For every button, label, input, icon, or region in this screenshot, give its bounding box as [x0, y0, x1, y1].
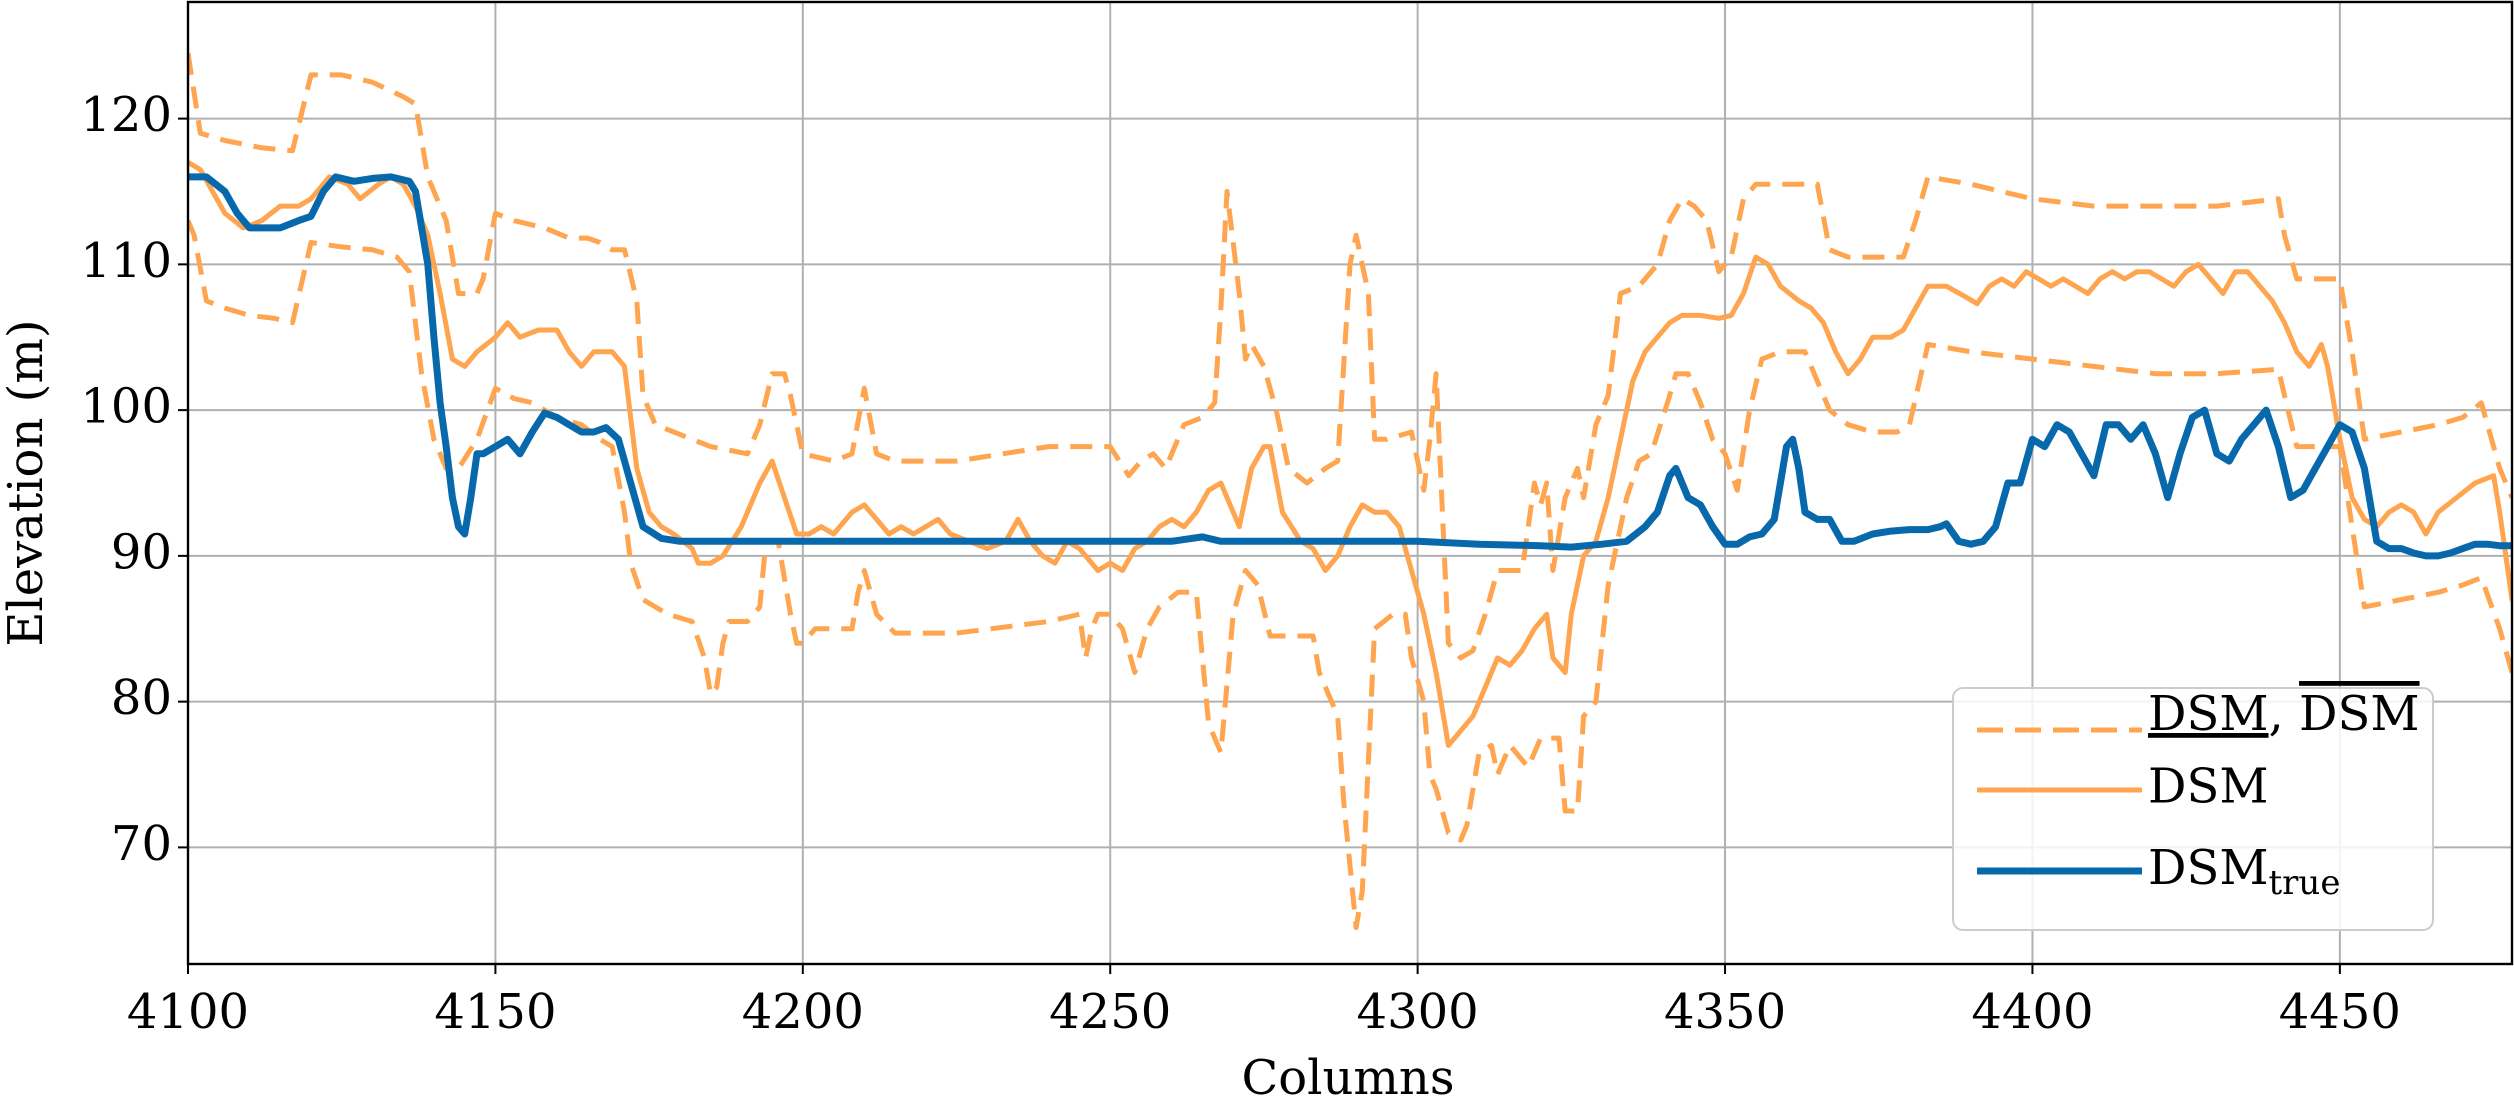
- series-dsm-true: [188, 173, 2512, 560]
- series-lines: [188, 52, 2512, 931]
- x-tick-label: 4450: [2279, 984, 2401, 1040]
- legend-label-sep: ,: [2269, 686, 2300, 742]
- y-tick-label: 100: [80, 379, 172, 435]
- legend-label-bounds: DSM, DSM: [2148, 686, 2420, 742]
- x-tick-label: 4200: [742, 984, 864, 1040]
- plot-frame: [186, 0, 2514, 966]
- legend-label-dsm-true-sub: true: [2269, 863, 2341, 903]
- x-tick-label: 4100: [127, 984, 249, 1040]
- x-tick-label: 4250: [1049, 984, 1171, 1040]
- x-tick-label: 4300: [1357, 984, 1479, 1040]
- axis-ticks: 4100 4150 4200 4250 4300 4350 4400 4450 70 80 90 10…: [80, 87, 2401, 1040]
- series-dsm: [188, 159, 2512, 748]
- y-tick-label: 90: [111, 524, 172, 580]
- legend-label-dsm-true-main: DSM: [2148, 840, 2269, 896]
- legend: DSM, DSM DSM DSMtrue: [1952, 686, 2434, 931]
- y-axis-title: Elevation (m): [0, 319, 54, 646]
- y-tick-label: 80: [111, 670, 172, 726]
- series-bound-lower: [188, 219, 2512, 931]
- y-tick-label: 70: [111, 816, 172, 872]
- legend-label-upper: DSM: [2299, 686, 2420, 742]
- x-tick-label: 4150: [434, 984, 556, 1040]
- x-tick-label: 4350: [1664, 984, 1786, 1040]
- legend-label-lower: DSM: [2148, 686, 2269, 742]
- legend-label-dsm-true: DSMtrue: [2148, 840, 2340, 904]
- y-tick-label: 120: [80, 87, 172, 143]
- x-axis-title: Columns: [1242, 1050, 1455, 1100]
- series-bound-upper: [188, 52, 2512, 661]
- x-tick-label: 4400: [1971, 984, 2093, 1040]
- legend-label-dsm: DSM: [2148, 759, 2269, 815]
- y-tick-label: 110: [80, 233, 172, 289]
